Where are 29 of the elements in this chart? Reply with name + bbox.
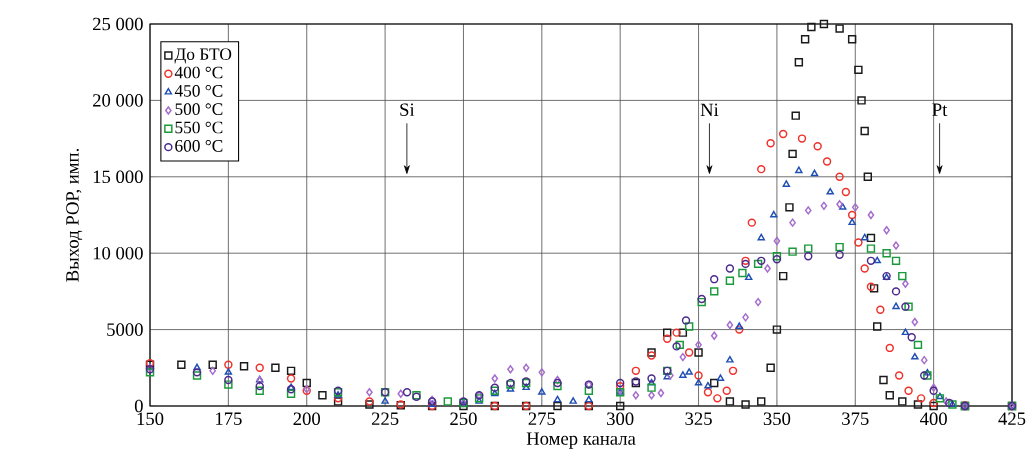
x-tick-label: 425 [998,412,1026,426]
y-axis-title: Выход РОР, имп. [66,148,83,282]
legend-label: До БТО [174,48,232,64]
y-tick-label: 0 [134,399,143,413]
x-tick-label: 275 [528,412,556,426]
y-tick-label: 20 000 [93,94,143,107]
annotation: Si [400,103,415,116]
y-tick-label: 5000 [107,323,143,336]
x-tick-label: 175 [216,412,242,425]
legend-label: 550 °C [175,121,223,134]
x-tick-label: 375 [842,412,869,426]
legend-label: 600 °C [175,139,223,152]
x-tick-label: 200 [293,412,321,426]
x-tick-label: 150 [137,412,164,426]
x-tick-label: 325 [685,412,712,426]
annotation: Pt [932,103,948,116]
x-tick-label: 400 [919,412,947,426]
legend-label: 450 °C [174,84,223,97]
x-tick-label: 225 [371,412,399,426]
x-tick-label: 350 [763,412,791,426]
x-tick-label: 250 [450,412,477,426]
legend-label: 400 °C [174,66,223,79]
y-tick-label: 25 000 [93,17,143,31]
y-tick-label: 15 000 [93,170,143,184]
y-tick-label: 10 000 [93,246,143,260]
x-axis-title: Номер канала [526,432,636,449]
legend-label: 500 °C [175,103,223,116]
x-tick-label: 300 [607,412,634,426]
annotation: Ni [700,103,719,116]
